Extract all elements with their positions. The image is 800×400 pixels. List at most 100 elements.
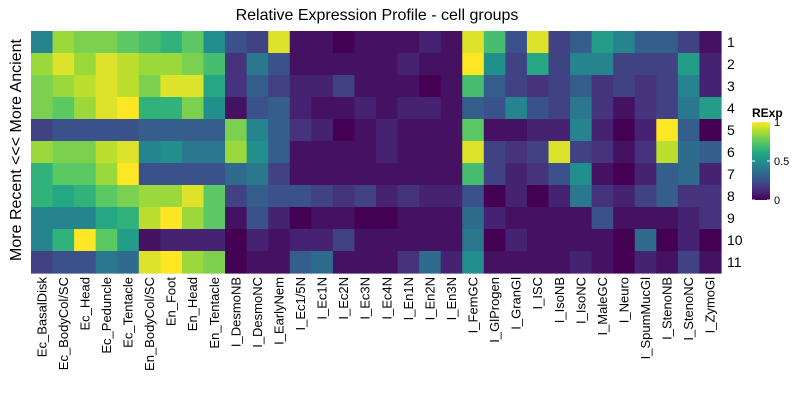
heatmap-cell [203,119,226,142]
heatmap-cell [160,31,183,54]
heatmap-cell [376,163,399,186]
heatmap-cell [699,75,722,98]
heatmap-cell [332,119,356,142]
heatmap-cell [440,97,463,120]
heatmap-cell [181,119,205,142]
heatmap-cell [419,229,442,252]
heatmap-cell [419,185,442,208]
heatmap-cell [613,31,636,54]
heatmap-cell [440,31,463,54]
heatmap-cell [31,31,54,54]
heatmap-cell [138,119,161,142]
heatmap-cell [52,207,75,230]
heatmap-cell [656,185,679,208]
heatmap-cell [634,185,657,208]
heatmap-cell [246,75,269,98]
heatmap-cell [613,53,636,76]
heatmap-cell [268,163,291,186]
column-label: I_EarlyNem [271,277,286,345]
heatmap-cell [117,75,140,98]
heatmap-cell [419,141,442,164]
heatmap-cell [440,251,463,274]
heatmap-cell [483,75,506,98]
heatmap-cell [462,53,485,76]
heatmap-cell [462,119,485,142]
legend-tick-label: 1 [774,117,780,129]
heatmap-cell [31,163,54,186]
heatmap-cell [311,31,334,54]
heatmap-cell [376,207,399,230]
heatmap-cell [677,119,701,142]
heatmap-cell [138,31,161,54]
heatmap-cell [354,141,377,164]
heatmap-cell [289,141,312,164]
heatmap-cell [570,97,593,120]
heatmap-cell [613,119,636,142]
column-labels: Ec_BasalDisk Ec_BodyCol/SC Ec_Head Ec_Pedun… [34,277,717,371]
heatmap-cell [225,163,248,186]
heatmap-cell [203,229,226,252]
heatmap-cell [376,119,399,142]
column-label: I_ZymoGl [703,277,718,333]
heatmap-cell [354,31,377,54]
heatmap-cell [699,97,722,120]
heatmap-cell [462,251,485,274]
heatmap-cell [95,185,118,208]
column-label: I_ISC [530,277,545,310]
heatmap-cell [440,229,463,252]
heatmap-cell [656,163,679,186]
heatmap-cell [311,75,334,98]
row-labels: 1 2 3 4 5 6 7 8 9 10 11 [727,34,743,270]
heatmap-cell [203,31,226,54]
heatmap-cell [483,163,506,186]
heatmap-cell [74,185,97,208]
heatmap-cell [160,53,183,76]
heatmap-cell [203,207,226,230]
heatmap-cell [505,53,528,76]
column-label: I_Ec2N [336,277,351,320]
heatmap-cell [117,207,140,230]
heatmap-cell [74,75,97,98]
heatmap-cell [591,185,614,208]
heatmap-cell [181,229,205,252]
column-label: I_En2N [422,277,437,320]
legend-title: RExp [752,106,783,120]
heatmap-cell [354,251,377,274]
heatmap-cell [699,229,722,252]
legend-colorbar [752,122,770,200]
heatmap-cell [52,185,75,208]
heatmap-cell [376,229,399,252]
heatmap-cell [268,207,291,230]
column-label: I_StenoNC [681,277,696,341]
heatmap-cell [74,229,97,252]
heatmap-cell [289,31,312,54]
heatmap-cell [332,163,356,186]
heatmap-cell [440,141,463,164]
heatmap-cell [440,207,463,230]
heatmap-cell [419,31,442,54]
column-label: I_Ec1N [315,277,330,320]
heatmap-cell [95,229,118,252]
heatmap-cell [419,207,442,230]
heatmap-cell [31,251,54,274]
column-label: I_IsoNC [573,277,588,324]
heatmap-cell [246,141,269,164]
heatmap-cell [95,251,118,274]
heatmap-cell [289,119,312,142]
color-legend: RExp 0 0.5 1 [752,106,789,207]
heatmap-cell [397,163,420,186]
heatmap-cell [570,185,593,208]
heatmap-cell [95,97,118,120]
heatmap-cell [397,185,420,208]
heatmap-cell [548,141,571,164]
heatmap-cell [419,119,442,142]
row-label: 4 [727,100,735,116]
heatmap-cell [332,31,356,54]
heatmap-cell [95,141,118,164]
heatmap-cell [203,141,226,164]
row-label: 3 [727,78,735,94]
heatmap-cell [138,75,161,98]
heatmap-cell [505,119,528,142]
row-label: 9 [727,210,735,226]
heatmap-cell [354,229,377,252]
